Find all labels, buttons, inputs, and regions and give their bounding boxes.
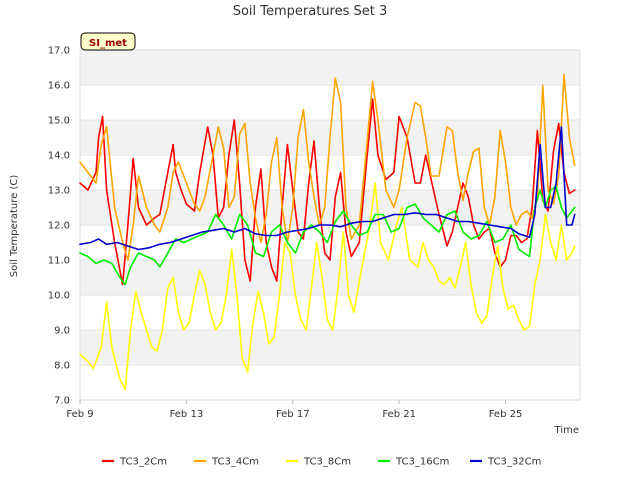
plot-band: [80, 260, 580, 295]
series-line-tc3-8cm: [79, 182, 576, 391]
y-tick-label: 7.0: [54, 396, 70, 407]
y-tick-labels: 7.0 8.0 9.0 10.0 11.0 12.0 13.0 14.0 15.0 16.0 17.…: [48, 46, 70, 407]
series-line-tc3-2cm: [79, 98, 576, 286]
y-tick-label: 14.0: [48, 151, 70, 162]
plot-band: [80, 85, 580, 120]
y-tick-label: 8.0: [54, 361, 70, 372]
plot-band: [80, 190, 580, 225]
series-line-tc3-4cm: [79, 73, 576, 261]
y-tick-label: 11.0: [48, 256, 70, 267]
y-tick-label: 13.0: [48, 186, 70, 197]
y-tick-label: 16.0: [48, 81, 70, 92]
y-tick-label: 12.0: [48, 221, 70, 232]
x-tick-label: Feb 13: [170, 409, 204, 420]
chart-title: Soil Temperatures Set 3: [233, 4, 388, 19]
y-tick-label: 15.0: [48, 116, 70, 127]
site-badge-box: [80, 32, 136, 51]
x-tick-label: Feb 21: [382, 409, 416, 420]
x-tick-labels: Feb 9 Feb 13 Feb 17 Feb 21 Feb 25: [66, 400, 522, 420]
series-lines: [79, 73, 576, 391]
site-badge-label: SI_met: [89, 38, 127, 49]
y-tick-label: 17.0: [48, 46, 70, 57]
y-axis-label: Soil Temperature (C): [9, 175, 20, 278]
x-axis-label: Time: [554, 425, 579, 436]
legend-label-tc3-4cm: TC3_4Cm: [211, 457, 259, 468]
plot-frame: [79, 49, 581, 401]
legend: TC3_2Cm TC3_4Cm TC3_8Cm TC3_16Cm TC3_32Cm: [102, 457, 541, 468]
plot-band: [80, 50, 580, 85]
legend-label-tc3-2cm: TC3_2Cm: [119, 457, 167, 468]
series-line-tc3-32cm: [79, 126, 576, 251]
site-badge: SI_met: [80, 32, 136, 51]
x-tick-label: Feb 17: [276, 409, 310, 420]
y-tick-label: 10.0: [48, 291, 70, 302]
y-tick-label: 9.0: [54, 326, 70, 337]
legend-label-tc3-16cm: TC3_16Cm: [395, 457, 449, 468]
x-tick-label: Feb 25: [489, 409, 523, 420]
plot-band: [80, 330, 580, 365]
x-tick-label: Feb 9: [66, 409, 93, 420]
legend-label-tc3-32cm: TC3_32Cm: [487, 457, 541, 468]
plot-band: [80, 365, 580, 400]
series-line-tc3-16cm: [79, 185, 576, 286]
legend-label-tc3-8cm: TC3_8Cm: [303, 457, 351, 468]
